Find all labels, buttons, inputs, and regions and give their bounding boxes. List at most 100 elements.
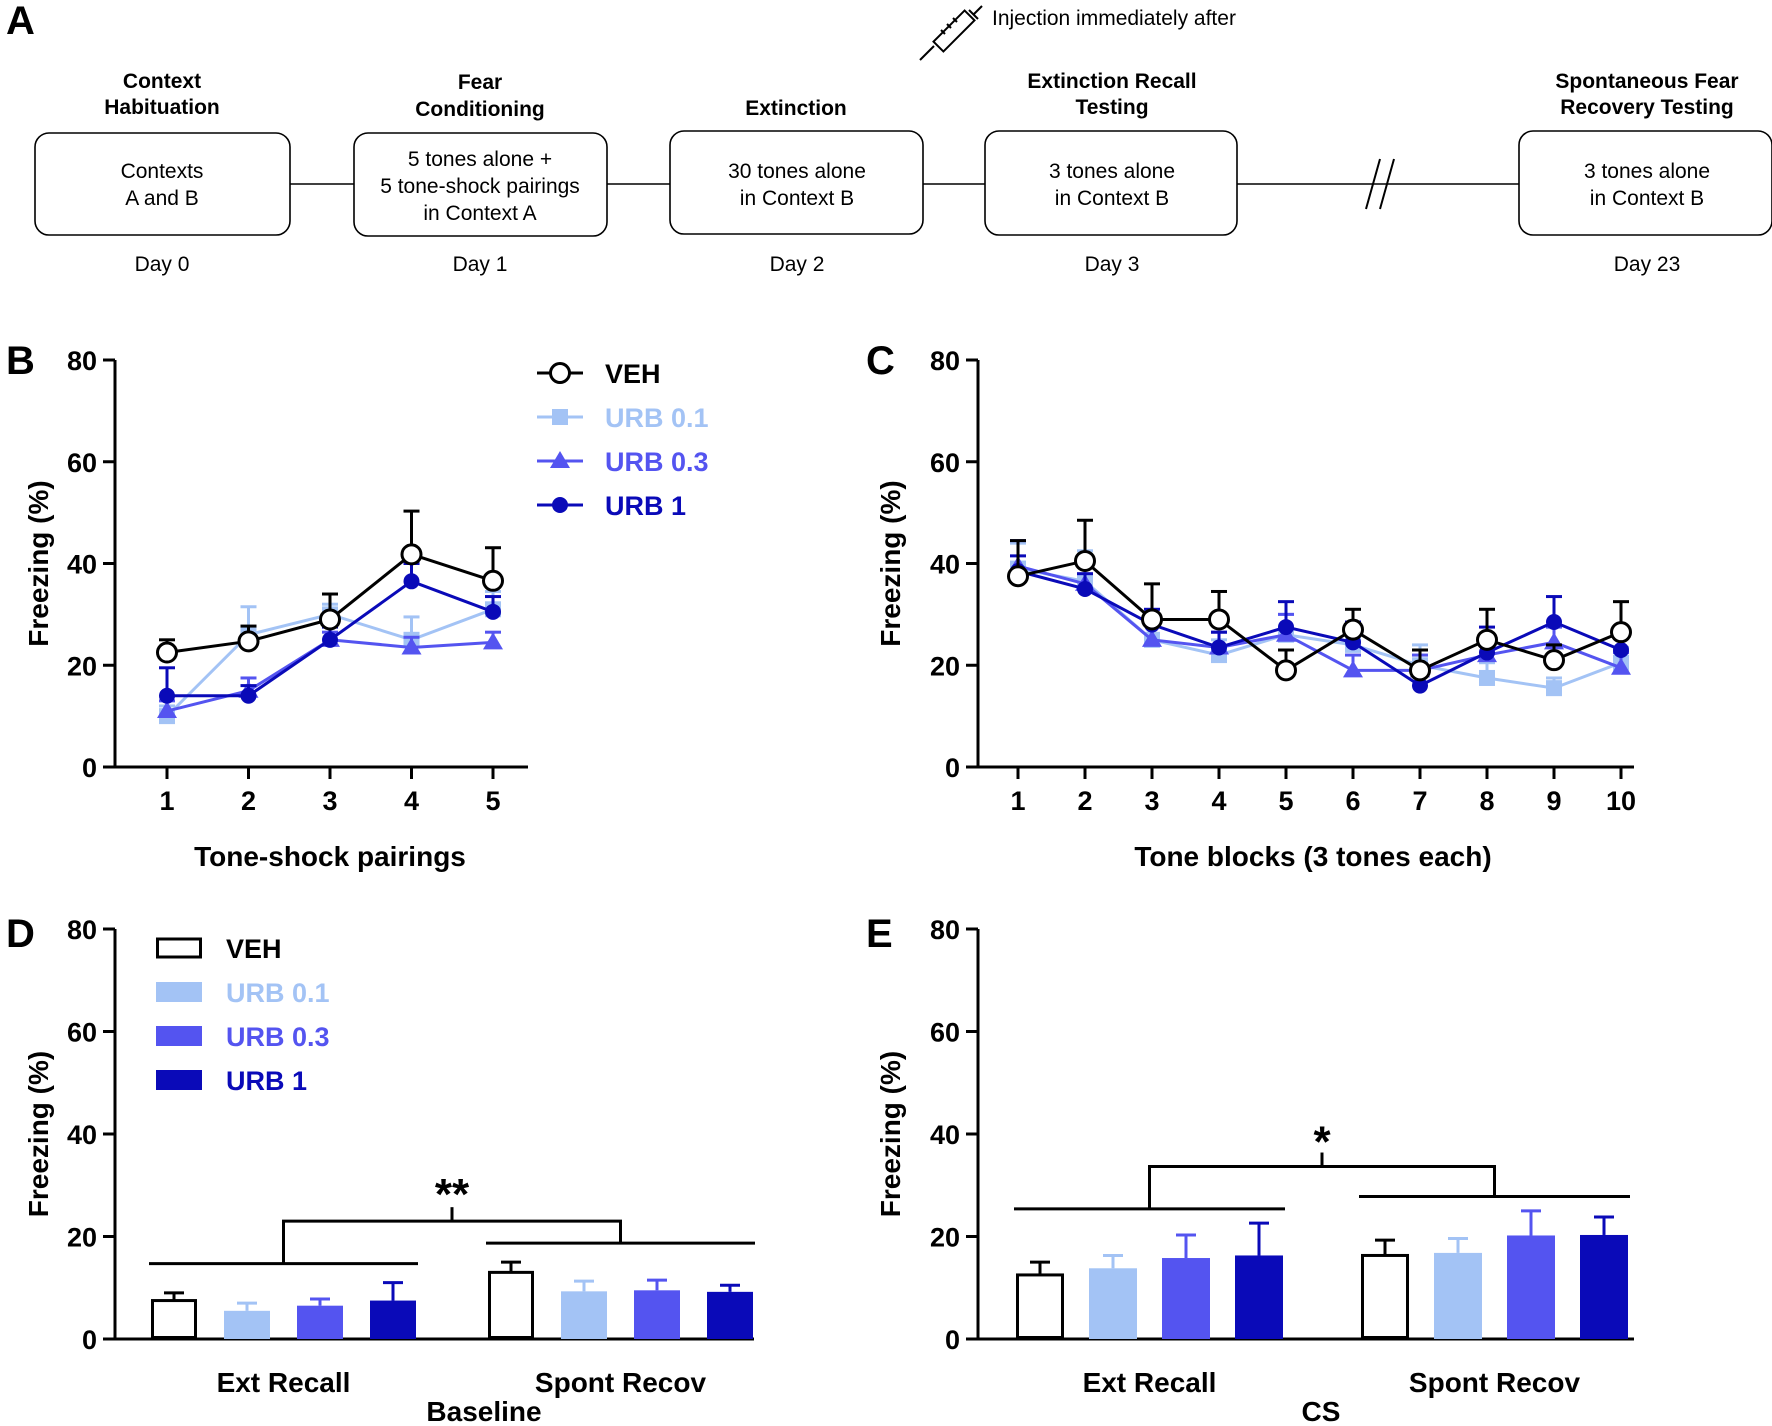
stage-box — [669, 130, 924, 235]
chart-b-tone-shock-pairings: 0 20 40 60 80 Freezing (%) 1 2 3 4 5 Tone-shock pai… — [23, 346, 709, 872]
marker-circle — [322, 631, 338, 648]
x-tick-label: 1 — [159, 786, 174, 816]
legend-entry-urb1: URB 1 — [156, 1066, 307, 1096]
stage-box-line: A and B — [125, 187, 199, 210]
y-axis-title: Freezing (%) — [23, 1051, 54, 1217]
marker-open-circle — [1074, 549, 1096, 572]
panel-label-c: C — [866, 339, 895, 383]
stage-day-1: Fear Conditioning 5 tones alone + 5 tone… — [353, 71, 608, 276]
marker-triangle — [401, 637, 422, 655]
panel-label-a: A — [6, 0, 35, 43]
y-axis-title: Freezing (%) — [875, 1051, 906, 1217]
stage-box-line: 5 tone-shock pairings — [380, 175, 580, 198]
marker-open-circle — [482, 569, 504, 592]
y-tick-label: 60 — [67, 448, 97, 478]
legend-swatch — [156, 1026, 202, 1046]
marker-circle — [1278, 619, 1294, 636]
y-axis-title: Freezing (%) — [875, 480, 906, 646]
chart-c-tone-blocks: 0 20 40 60 80 Freezing (%) 1 2 3 4 5 6 7 8 9 10 Tone blo… — [875, 346, 1636, 872]
y-axis-title: Freezing (%) — [23, 480, 54, 646]
marker-open-circle — [1007, 565, 1029, 588]
bar-urb03 — [1162, 1258, 1210, 1339]
x-tick-label: 3 — [1144, 786, 1159, 816]
series-line — [1017, 569, 1622, 688]
y-tick-label: 0 — [945, 1325, 960, 1355]
x-tick-label: 10 — [1606, 786, 1636, 816]
x-tick-label: 5 — [1278, 786, 1293, 816]
marker-square — [552, 409, 568, 425]
marker-open-circle — [1208, 608, 1230, 631]
marker-open-circle — [1141, 608, 1163, 631]
x-tick-label: 7 — [1412, 786, 1427, 816]
stage-title-line: Fear — [458, 71, 502, 94]
bar-urb03 — [1507, 1235, 1555, 1339]
marker-triangle — [1611, 657, 1631, 675]
y-tick-label: 40 — [930, 550, 960, 580]
marker-circle — [1211, 639, 1227, 656]
y-tick-label: 40 — [67, 1120, 97, 1150]
marker-open-circle — [1610, 621, 1632, 644]
stage-day: Day 23 — [1614, 253, 1681, 276]
legend-entry-urb03: URB 0.3 — [537, 447, 709, 477]
marker-open-circle — [1476, 628, 1498, 651]
legend-entry-urb03: URB 0.3 — [156, 1022, 330, 1052]
bar-urb01 — [561, 1291, 607, 1339]
x-tick-label: 2 — [241, 786, 256, 816]
marker-open-circle — [1409, 659, 1431, 682]
bar-urb01 — [1089, 1268, 1137, 1339]
stage-box-line: in Context A — [423, 202, 536, 225]
marker-circle — [403, 573, 420, 590]
bar-urb1 — [1235, 1255, 1283, 1339]
bar-urb1 — [1580, 1234, 1628, 1339]
stage-day: Day 0 — [135, 253, 190, 276]
bar-urb1 — [707, 1291, 753, 1339]
bar-veh — [1016, 1273, 1064, 1339]
x-tick-label: 2 — [1077, 786, 1092, 816]
stage-box — [1518, 130, 1772, 236]
marker-circle — [1546, 614, 1562, 631]
series-line — [1017, 567, 1622, 690]
y-tick-label: 20 — [67, 651, 97, 681]
y-tick-label: 0 — [82, 753, 97, 783]
marker-triangle — [1142, 629, 1162, 647]
stage-box-line: Contexts — [121, 160, 204, 183]
stage-box-line: in Context B — [740, 187, 854, 210]
marker-triangle — [157, 701, 177, 719]
x-category-label: Spont Recov — [1409, 1367, 1581, 1398]
x-tick-label: 3 — [322, 786, 337, 816]
y-tick-label: 0 — [82, 1325, 97, 1355]
legend-label: URB 0.1 — [605, 403, 709, 433]
legend-entry-veh: VEH — [156, 934, 282, 964]
y-tick-label: 40 — [67, 550, 97, 580]
significance-stars: ** — [435, 1170, 470, 1219]
x-axis-title: Tone-shock pairings — [194, 841, 466, 872]
stage-title-line: Recovery Testing — [1560, 96, 1734, 119]
marker-triangle — [1343, 660, 1363, 678]
y-tick-label: 20 — [930, 651, 960, 681]
legend-label: URB 0.1 — [226, 978, 330, 1008]
y-tick-label: 80 — [67, 346, 97, 376]
x-tick-label: 6 — [1345, 786, 1360, 816]
series-line — [1017, 559, 1622, 673]
y-tick-label: 60 — [67, 1018, 97, 1048]
stage-day: Day 2 — [770, 253, 825, 276]
stage-title-line: Testing — [1075, 96, 1148, 119]
stage-box-line: 5 tones alone + — [408, 148, 552, 171]
marker-open-circle — [1543, 649, 1565, 672]
x-axis-title: CS — [1302, 1396, 1341, 1426]
bar-urb01 — [1434, 1252, 1482, 1339]
bar-veh — [151, 1299, 197, 1339]
stage-box — [34, 132, 291, 236]
marker-circle — [485, 603, 501, 620]
x-axis-title: Tone blocks (3 tones each) — [1134, 841, 1491, 872]
legend-entry-urb1: URB 1 — [537, 491, 686, 521]
y-tick-label: 20 — [67, 1223, 97, 1253]
legend-entry-urb01: URB 0.1 — [156, 978, 330, 1008]
stage-title-line: Context — [123, 70, 201, 93]
legend-entry-urb01: URB 0.1 — [537, 403, 709, 433]
x-tick-label: 9 — [1546, 786, 1561, 816]
stage-box-line: in Context B — [1055, 187, 1169, 210]
x-tick-label: 4 — [404, 786, 419, 816]
series-veh — [156, 509, 504, 664]
